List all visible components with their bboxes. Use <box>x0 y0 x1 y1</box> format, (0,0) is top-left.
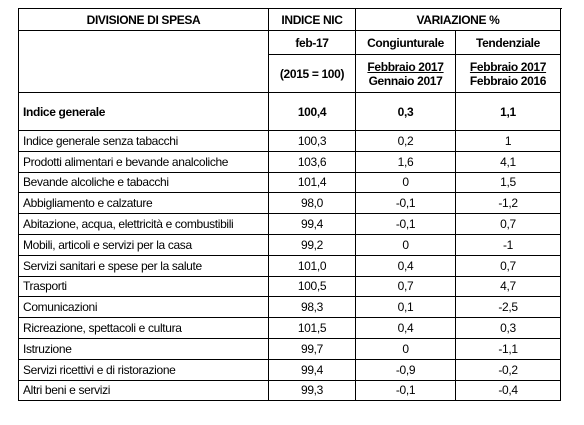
header-cell: VARIAZIONE % <box>355 8 561 31</box>
value-cell: 0,3 <box>455 317 561 339</box>
table-row: feb-17 Congiunturale Tendenziale <box>18 30 561 93</box>
value-cell: 1 <box>455 130 561 152</box>
value-cell: 0,2 <box>355 130 456 152</box>
table-row: Indice generale 100,4 0,3 1,1 <box>18 92 561 131</box>
header-cell: Congiunturale <box>355 30 456 55</box>
value-cell: 99,3 <box>268 379 356 402</box>
fraction-top: Febbraio 2017 <box>469 59 547 74</box>
label-cell: Ricreazione, spettacoli e cultura <box>18 317 269 339</box>
value-cell: 99,2 <box>268 233 356 256</box>
value-cell: 100,4 <box>268 92 356 131</box>
fraction-bottom: Gennaio 2017 <box>368 73 443 88</box>
table-row: Abbigliamento e calzature 98,0 -0,1 -1,2 <box>18 192 561 215</box>
value-cell: 0,4 <box>355 317 456 339</box>
table-row: Altri beni e servizi 99,3 -0,1 -0,4 <box>18 379 561 402</box>
value-cell: -1,2 <box>455 192 561 215</box>
label-cell: Servizi ricettivi e di ristorazione <box>18 358 269 381</box>
table-row: Servizi sanitari e spese per la salute 10… <box>18 254 561 277</box>
value-cell: 101,4 <box>268 171 356 194</box>
value-cell: -0,1 <box>355 213 456 235</box>
value-cell: -0,1 <box>355 192 456 215</box>
label-cell: Abitazione, acqua, elettricità e combust… <box>18 213 269 235</box>
value-cell: 0 <box>355 337 456 360</box>
label-cell: Altri beni e servizi <box>18 379 269 402</box>
value-cell: -0,9 <box>355 358 456 381</box>
table-row: DIVISIONE DI SPESA INDICE NIC VARIAZIONE % <box>18 8 561 31</box>
value-cell: -0,1 <box>355 379 456 402</box>
value-cell: 99,4 <box>268 213 356 235</box>
value-cell: 98,3 <box>268 296 356 319</box>
value-cell: 0,7 <box>355 275 456 298</box>
inflation-table: DIVISIONE DI SPESA INDICE NIC VARIAZIONE %… <box>18 8 561 402</box>
header-cell: Febbraio 2017 Febbraio 2016 <box>455 54 561 93</box>
value-cell: 100,5 <box>268 275 356 298</box>
value-cell: 0,4 <box>355 254 456 277</box>
value-cell: -1,1 <box>455 337 561 360</box>
header-cell: INDICE NIC <box>268 8 356 31</box>
header-cell: Febbraio 2017 Gennaio 2017 <box>355 54 456 93</box>
value-cell: 0,7 <box>455 254 561 277</box>
table-row: Abitazione, acqua, elettricità e combust… <box>18 213 561 235</box>
table-row: (2015 = 100) Febbraio 2017 Gennaio 2017 Feb… <box>19 54 561 93</box>
value-cell: 99,7 <box>268 337 356 360</box>
value-cell: 100,3 <box>268 130 356 152</box>
table-row: Trasporti 100,5 0,7 4,7 <box>18 275 561 298</box>
table-row: Mobili, articoli e servizi per la casa 99… <box>18 233 561 256</box>
label-cell: Prodotti alimentari e bevande analcolich… <box>18 150 269 173</box>
value-cell: 0,3 <box>355 92 456 131</box>
value-cell: 0 <box>355 233 456 256</box>
value-cell: -0,2 <box>455 358 561 381</box>
header-cell: (2015 = 100) <box>268 54 356 93</box>
header-cell: Tendenziale <box>455 30 561 55</box>
fraction-top: Febbraio 2017 <box>367 59 444 74</box>
value-cell: -0,4 <box>455 379 561 402</box>
value-cell: 101,0 <box>268 254 356 277</box>
label-cell: Istruzione <box>18 337 269 360</box>
label-cell: Indice generale <box>18 92 269 131</box>
table-row: Bevande alcoliche e tabacchi 101,4 0 1,5 <box>18 171 561 194</box>
label-cell: Comunicazioni <box>18 296 269 319</box>
label-cell: Indice generale senza tabacchi <box>18 130 269 152</box>
value-cell: -1 <box>455 233 561 256</box>
empty-cell <box>18 30 269 93</box>
table-row: Comunicazioni 98,3 0,1 -2,5 <box>18 296 561 319</box>
label-cell: Mobili, articoli e servizi per la casa <box>18 233 269 256</box>
value-cell: 103,6 <box>268 150 356 173</box>
value-cell: 4,1 <box>455 150 561 173</box>
header-cell: DIVISIONE DI SPESA <box>18 8 269 31</box>
header-cell: feb-17 <box>268 30 356 55</box>
value-cell: 0 <box>355 171 456 194</box>
value-cell: 98,0 <box>268 192 356 215</box>
value-cell: 1,5 <box>455 171 561 194</box>
value-cell: 99,4 <box>268 358 356 381</box>
value-cell: -2,5 <box>455 296 561 319</box>
value-cell: 4,7 <box>455 275 561 298</box>
value-cell: 1,6 <box>355 150 456 173</box>
table-row: Indice generale senza tabacchi 100,3 0,2 1 <box>18 130 561 152</box>
value-cell: 0,7 <box>455 213 561 235</box>
table-row: Servizi ricettivi e di ristorazione 99,4-… <box>18 358 561 381</box>
label-cell: Abbigliamento e calzature <box>18 192 269 215</box>
value-cell: 1,1 <box>455 92 561 131</box>
table-row: Prodotti alimentari e bevande analcolich… <box>18 150 561 173</box>
label-cell: Trasporti <box>18 275 269 298</box>
table-row: Istruzione 99,7 0 -1,1 <box>18 337 561 360</box>
label-cell: Bevande alcoliche e tabacchi <box>18 171 269 194</box>
label-cell: Servizi sanitari e spese per la salute <box>18 254 269 277</box>
table-row: Ricreazione, spettacoli e cultura 101,5 0,… <box>18 317 561 339</box>
fraction-bottom: Febbraio 2016 <box>469 73 547 88</box>
value-cell: 101,5 <box>268 317 356 339</box>
value-cell: 0,1 <box>355 296 456 319</box>
